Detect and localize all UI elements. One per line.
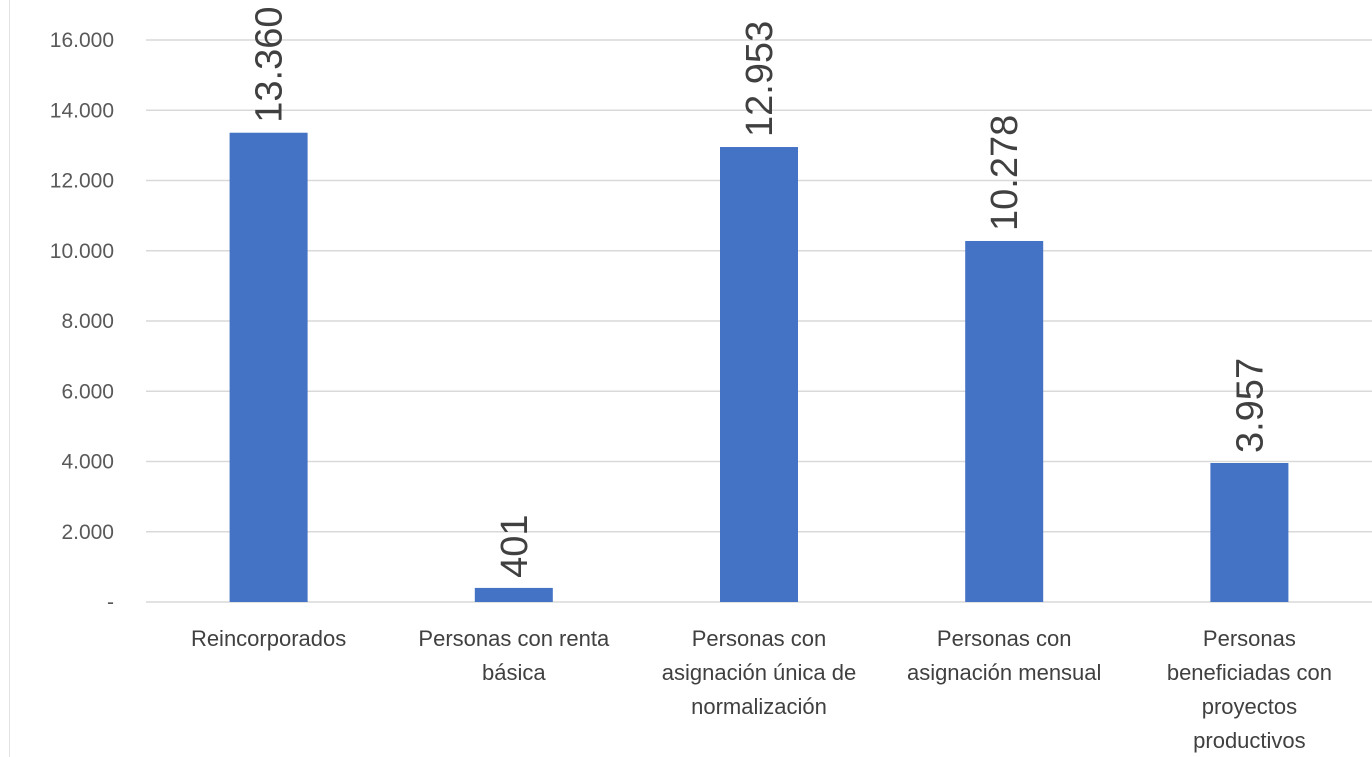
y-tick-label: 12.000 xyxy=(50,170,114,193)
x-tick-label: proyectos xyxy=(1202,694,1297,719)
data-label: 13.360 xyxy=(249,6,291,122)
x-tick-label: normalización xyxy=(691,694,827,719)
x-tick-label: asignación mensual xyxy=(907,660,1101,685)
data-label: 10.278 xyxy=(984,115,1026,231)
y-tick-label: 14.000 xyxy=(50,99,114,122)
x-tick-label: Reincorporados xyxy=(191,626,346,651)
y-tick-label: 10.000 xyxy=(50,240,114,263)
bar xyxy=(474,587,553,602)
x-axis: Reincorporados Personas con renta básica Pe… xyxy=(191,626,1332,753)
x-tick-label: Personas con xyxy=(692,626,827,651)
bar xyxy=(1210,463,1289,602)
gridlines xyxy=(146,39,1372,603)
y-tick-label: 8.000 xyxy=(61,310,114,333)
data-label: 12.953 xyxy=(739,21,781,137)
x-tick-label: beneficiadas con xyxy=(1167,660,1332,685)
x-tick-label: asignación única de xyxy=(662,660,856,685)
x-tick-label: Personas con xyxy=(937,626,1072,651)
y-tick-label: - xyxy=(107,591,114,614)
x-tick-label: productivos xyxy=(1193,728,1306,753)
data-labels: 13.360 401 12.953 10.278 3.957 xyxy=(249,6,1272,577)
y-tick-label: 6.000 xyxy=(61,380,114,403)
x-tick-label: Personas xyxy=(1203,626,1296,651)
y-tick-label: 16.000 xyxy=(50,29,114,52)
data-label: 3.957 xyxy=(1229,358,1271,453)
x-tick-label: básica xyxy=(482,660,546,685)
x-tick-label: Personas con renta xyxy=(418,626,610,651)
bar xyxy=(965,240,1044,603)
y-tick-label: 4.000 xyxy=(61,451,114,474)
y-axis: - 2.000 4.000 6.000 8.000 10.000 12.000 14.000 1… xyxy=(50,29,114,614)
bars xyxy=(229,132,1289,603)
y-tick-label: 2.000 xyxy=(61,521,114,544)
data-label: 401 xyxy=(494,515,536,578)
bar xyxy=(720,147,798,602)
bar xyxy=(229,132,308,603)
left-border xyxy=(9,0,10,757)
